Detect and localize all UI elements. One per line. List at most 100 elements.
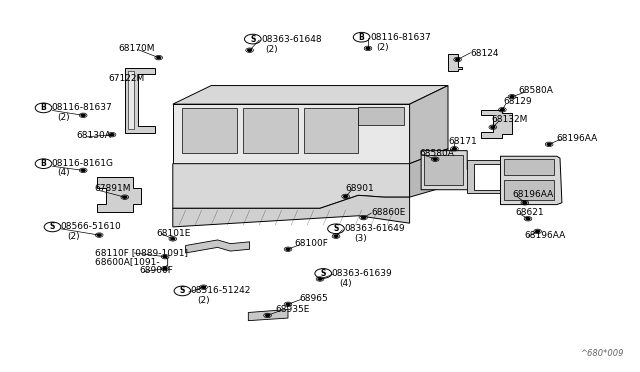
Text: B: B (41, 103, 46, 112)
Text: 68124: 68124 (470, 49, 499, 58)
Text: S: S (321, 269, 326, 278)
Text: 68110F [0889-1091]: 68110F [0889-1091] (95, 248, 188, 257)
Circle shape (500, 109, 504, 111)
Circle shape (110, 134, 114, 136)
Circle shape (452, 148, 456, 150)
Circle shape (366, 47, 370, 49)
Polygon shape (421, 151, 474, 190)
Text: (3): (3) (355, 234, 367, 243)
Text: 68129: 68129 (504, 97, 532, 106)
Text: 68580A: 68580A (518, 86, 553, 94)
Polygon shape (173, 104, 410, 164)
Circle shape (362, 217, 365, 219)
Text: 67122M: 67122M (109, 74, 145, 83)
Polygon shape (467, 160, 500, 193)
Polygon shape (128, 71, 134, 129)
Text: (2): (2) (197, 296, 210, 305)
Circle shape (157, 57, 161, 59)
Polygon shape (97, 177, 141, 212)
Polygon shape (410, 86, 448, 164)
Polygon shape (448, 54, 462, 71)
Circle shape (97, 234, 101, 236)
Circle shape (163, 267, 167, 270)
Text: ^680*009: ^680*009 (580, 349, 624, 358)
Circle shape (202, 286, 205, 288)
Text: 68171: 68171 (448, 137, 477, 146)
Polygon shape (173, 86, 448, 104)
Text: 08116-81637: 08116-81637 (52, 103, 113, 112)
Circle shape (433, 158, 437, 160)
Text: 68860E: 68860E (371, 208, 406, 217)
Text: 68196AA: 68196AA (512, 190, 553, 199)
Circle shape (81, 169, 85, 171)
Text: 08116-8161G: 08116-8161G (52, 159, 114, 168)
Circle shape (334, 235, 338, 237)
Text: (2): (2) (58, 113, 70, 122)
Bar (304, 108, 358, 153)
Text: 08363-61648: 08363-61648 (261, 35, 322, 44)
Text: 68132M: 68132M (492, 115, 528, 124)
Text: B: B (41, 159, 46, 168)
Circle shape (547, 143, 551, 145)
Polygon shape (500, 156, 562, 205)
Circle shape (266, 314, 269, 317)
Text: (2): (2) (67, 232, 80, 241)
Text: S: S (50, 222, 55, 231)
Bar (504, 180, 554, 200)
Polygon shape (125, 68, 155, 133)
Circle shape (491, 126, 495, 128)
Circle shape (456, 58, 460, 61)
Text: 08516-51242: 08516-51242 (191, 286, 251, 295)
Circle shape (510, 96, 514, 98)
Text: 68600A[1091-  ]: 68600A[1091- ] (95, 257, 168, 266)
Text: 68965: 68965 (300, 294, 328, 303)
Text: 08363-61649: 08363-61649 (344, 224, 405, 233)
Text: (4): (4) (58, 169, 70, 177)
Text: 08363-61639: 08363-61639 (332, 269, 392, 278)
Polygon shape (248, 310, 288, 321)
Circle shape (248, 49, 252, 51)
Text: 68101E: 68101E (157, 229, 191, 238)
Polygon shape (186, 240, 250, 253)
Circle shape (123, 196, 127, 198)
Circle shape (526, 218, 530, 220)
Polygon shape (173, 164, 410, 208)
Bar (504, 159, 554, 175)
Text: 68580A: 68580A (419, 149, 454, 158)
Bar (358, 107, 404, 125)
Text: B: B (359, 33, 364, 42)
Text: 67891M: 67891M (95, 185, 131, 193)
Text: S: S (180, 286, 185, 295)
Bar (424, 155, 463, 185)
Text: 68621: 68621 (515, 208, 544, 217)
Polygon shape (173, 195, 410, 227)
Bar (182, 108, 237, 153)
Text: (2): (2) (266, 45, 278, 54)
Circle shape (163, 256, 167, 258)
Text: 68196AA: 68196AA (557, 134, 598, 143)
Circle shape (536, 230, 540, 232)
Text: S: S (250, 35, 255, 44)
Circle shape (318, 278, 322, 280)
Text: 68100F: 68100F (294, 239, 328, 248)
Text: 68935E: 68935E (275, 305, 310, 314)
Polygon shape (481, 110, 512, 138)
Circle shape (286, 303, 290, 305)
Circle shape (344, 195, 348, 198)
Polygon shape (410, 149, 448, 197)
Bar (243, 108, 298, 153)
Text: 08116-81637: 08116-81637 (370, 33, 431, 42)
Text: 08566-51610: 08566-51610 (61, 222, 122, 231)
Text: (4): (4) (339, 279, 352, 288)
Circle shape (523, 202, 527, 204)
Text: 68900F: 68900F (140, 266, 173, 275)
Text: 68901: 68901 (346, 185, 374, 193)
Text: S: S (333, 224, 339, 233)
Circle shape (81, 114, 85, 116)
Text: 68196AA: 68196AA (525, 231, 566, 240)
Text: (2): (2) (376, 43, 389, 52)
Text: 68170M: 68170M (118, 44, 155, 53)
Circle shape (286, 248, 290, 250)
Text: 68130A: 68130A (77, 131, 111, 140)
Circle shape (171, 238, 175, 240)
